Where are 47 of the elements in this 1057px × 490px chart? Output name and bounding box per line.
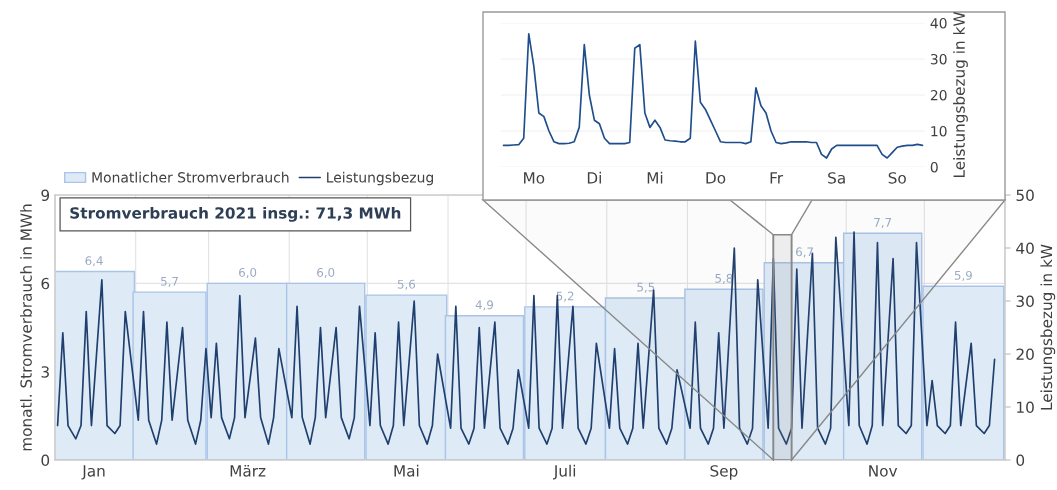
data-label: 5,6	[397, 279, 416, 290]
y-tick-label: 40	[930, 17, 947, 29]
x-tick-label: So	[888, 172, 906, 184]
line-series	[56, 231, 996, 445]
y-tick-label: 10	[931, 125, 947, 137]
y2-tick-label: 40	[1016, 242, 1034, 255]
y2-tick-label: 30	[1016, 295, 1034, 308]
x-tick-label: Mi	[647, 171, 663, 184]
y-tick-label: 20	[930, 89, 947, 101]
y-tick-label: 0	[41, 454, 50, 467]
y-axis-title: Leistungsbezug in kW	[953, 12, 968, 177]
x-tick-label: Di	[587, 171, 601, 184]
x-tick-label: Sep	[710, 465, 738, 480]
x-tick-label: Mai	[394, 464, 419, 477]
x-tick-label: Juli	[553, 464, 576, 480]
data-label: 5,9	[954, 270, 972, 282]
data-label: 7,7	[874, 218, 892, 229]
y2-tick-label: 20	[1016, 348, 1034, 361]
y-tick-label: 9	[41, 189, 50, 202]
data-label: 5,8	[715, 273, 733, 284]
y-axis-title: monatl. Stromverbrauch in MWh	[20, 204, 32, 451]
x-tick-label: Do	[706, 172, 726, 184]
data-label: 6,4	[85, 256, 103, 267]
y-tick-label: 3	[41, 366, 49, 378]
x-tick-label: Mo	[524, 172, 545, 184]
x-tick-label: Sa	[828, 172, 845, 184]
x-tick-label: Fr	[770, 172, 784, 184]
legend-label: Monatlicher Stromverbrauch	[92, 171, 289, 183]
x-tick-label: Nov	[869, 465, 898, 477]
x-tick-label: März	[230, 464, 266, 477]
data-label: 5,5	[637, 282, 655, 293]
legend-label: Leistungsbezug	[327, 171, 433, 186]
x-tick-label: Jan	[81, 465, 105, 480]
y-tick-label: 6	[41, 277, 50, 290]
data-label: 6,0	[317, 267, 335, 279]
y-tick-label: 0	[930, 161, 938, 173]
data-label: 5,7	[161, 276, 178, 287]
annotation: Stromverbrauch 2021 insg.: 71,3 MWh	[70, 206, 401, 222]
data-label: 6,7	[796, 247, 813, 258]
data-label: 4,9	[475, 300, 494, 311]
y2-tick-label: 50	[1016, 189, 1034, 202]
data-label: 6,0	[239, 267, 257, 279]
line-series	[502, 32, 924, 159]
y2-tick-label: 10	[1017, 401, 1034, 414]
y-tick-label: 30	[930, 53, 947, 65]
y2-axis-title: Leistungsbezug in kW	[1040, 244, 1056, 410]
y2-tick-label: 0	[1016, 454, 1025, 467]
